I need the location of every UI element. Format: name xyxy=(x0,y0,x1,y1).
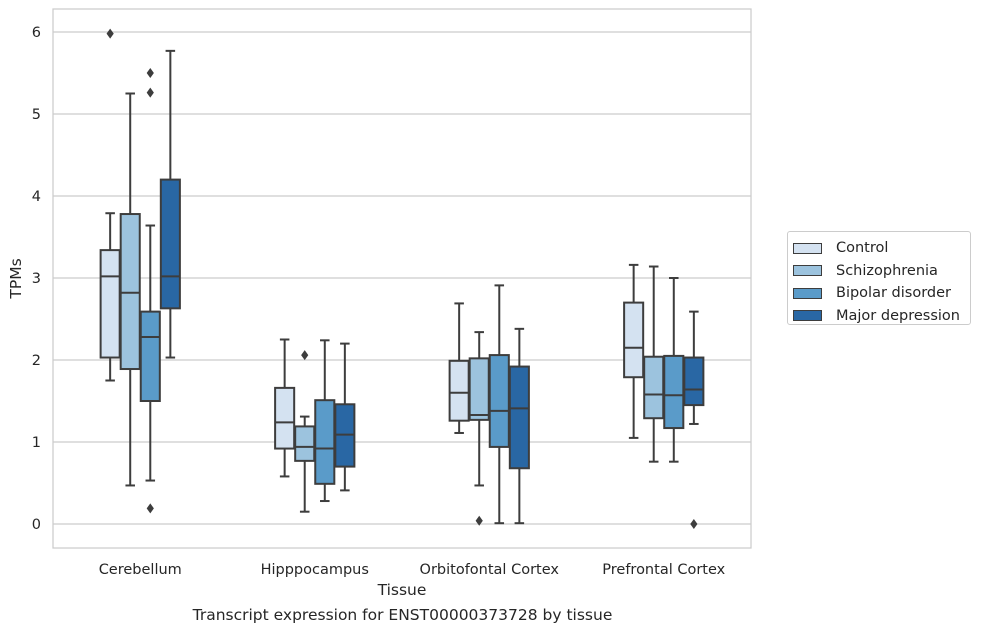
legend-label: Control xyxy=(836,240,889,257)
x-axis-title: Tissue xyxy=(377,581,427,599)
box xyxy=(159,178,181,310)
y-tick-label: 6 xyxy=(32,25,41,41)
outlier-point xyxy=(146,68,154,78)
y-tick-label: 5 xyxy=(32,107,41,123)
box xyxy=(623,301,645,379)
box xyxy=(468,357,490,421)
legend-swatch xyxy=(793,265,822,277)
legend-swatch xyxy=(793,287,822,299)
box xyxy=(99,249,121,359)
box xyxy=(448,359,470,422)
outlier-point xyxy=(106,28,114,39)
legend-swatch xyxy=(793,242,822,254)
box xyxy=(643,355,665,420)
box xyxy=(663,354,685,430)
y-axis-title: TPMs xyxy=(7,258,25,299)
chart-caption: Transcript expression for ENST0000037372… xyxy=(192,606,613,624)
y-tick-label: 1 xyxy=(32,435,41,451)
y-tick-label: 3 xyxy=(32,271,41,287)
box xyxy=(508,365,530,470)
y-tick-label: 0 xyxy=(32,517,41,533)
box xyxy=(139,310,161,402)
outlier-point xyxy=(475,515,483,526)
chart-legend: Control Schizophrenia Bipolar disorder Majo… xyxy=(787,231,971,325)
box xyxy=(314,399,336,485)
box xyxy=(274,386,296,450)
outlier-point xyxy=(690,519,698,529)
legend-label: Schizophrenia xyxy=(836,262,938,279)
x-tick-label: Orbitofontal Cortex xyxy=(420,562,560,578)
y-tick-label: 2 xyxy=(32,353,41,369)
x-tick-label: Prefrontal Cortex xyxy=(602,562,725,578)
legend-item: Major depression xyxy=(793,305,970,328)
box xyxy=(119,213,141,371)
outlier-point xyxy=(146,503,154,514)
legend-item: Control xyxy=(793,237,970,260)
legend-item: Bipolar disorder xyxy=(793,282,970,305)
legend-item: Schizophrenia xyxy=(793,260,970,283)
legend-label: Major depression xyxy=(836,307,960,324)
outlier-point xyxy=(146,87,154,98)
legend-label: Bipolar disorder xyxy=(836,285,951,302)
x-tick-label: Cerebellum xyxy=(99,562,182,578)
outlier-point xyxy=(301,350,309,361)
x-tick-label: Hipppocampus xyxy=(261,562,369,578)
box xyxy=(488,354,510,448)
box xyxy=(683,356,705,407)
box xyxy=(294,425,316,462)
legend-swatch xyxy=(793,310,822,322)
y-tick-label: 4 xyxy=(32,189,41,205)
